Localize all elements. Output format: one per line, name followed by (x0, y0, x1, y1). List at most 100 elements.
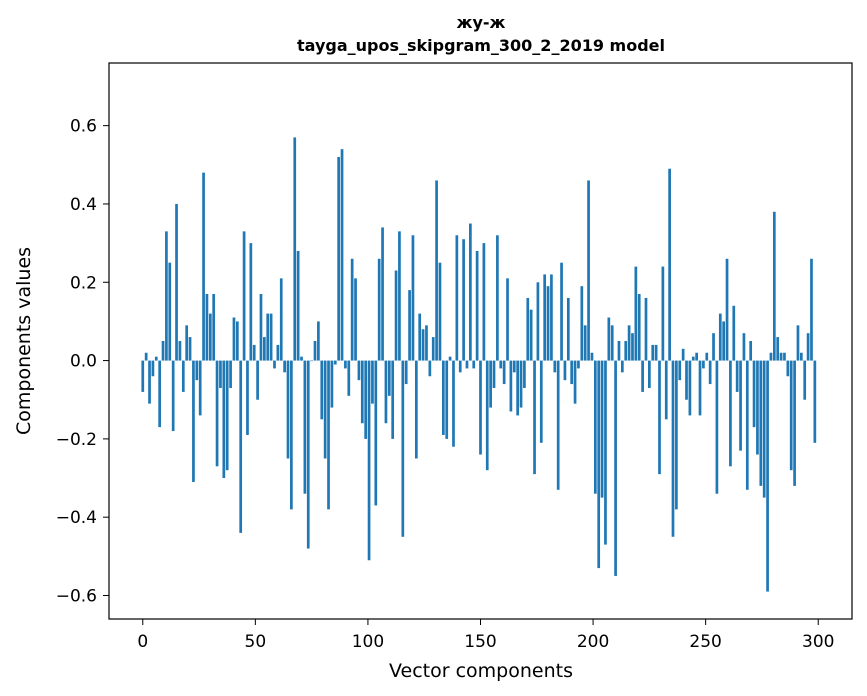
bar (448, 356, 452, 361)
bar (749, 341, 753, 361)
bar (793, 360, 796, 486)
y-tick-label: 0.2 (70, 273, 97, 293)
bar (263, 337, 266, 361)
bar (300, 356, 303, 361)
bar (810, 258, 813, 361)
bar (506, 278, 509, 361)
bar (783, 352, 786, 361)
bar (398, 231, 401, 361)
bar (377, 258, 381, 361)
bar (803, 360, 807, 400)
bar (428, 360, 432, 377)
bar (266, 313, 270, 361)
x-axis-ticks: 0 50 100 150 200 250 300 (137, 619, 834, 652)
bar (401, 360, 405, 537)
bar (695, 352, 698, 361)
bar (387, 360, 391, 396)
bar (604, 360, 607, 545)
x-tick-label: 250 (689, 632, 721, 652)
bar (394, 270, 398, 361)
bar (813, 360, 817, 443)
bar (421, 329, 425, 361)
y-tick-label: 0.0 (70, 352, 97, 372)
bar (354, 278, 357, 361)
bar (222, 360, 226, 479)
bar (661, 266, 665, 361)
bar (337, 156, 340, 361)
bar (148, 360, 151, 404)
bar (269, 313, 273, 361)
bar (462, 239, 465, 361)
bar (367, 360, 371, 561)
bar (425, 325, 428, 361)
bar (273, 360, 276, 369)
bar (303, 360, 307, 494)
bar (607, 317, 611, 361)
bar (374, 360, 378, 506)
bar (391, 360, 395, 439)
bar (185, 325, 189, 361)
bar (523, 360, 526, 388)
bar (489, 360, 492, 408)
bar (165, 231, 168, 361)
bar (563, 360, 567, 381)
x-tick-label: 50 (245, 632, 267, 652)
bar (593, 360, 597, 494)
bar (411, 235, 415, 361)
bar (357, 360, 361, 381)
bar (283, 360, 286, 373)
bar (587, 180, 590, 361)
bar (492, 360, 496, 388)
bar (762, 360, 766, 498)
bar (627, 325, 631, 361)
bar (475, 250, 479, 361)
y-axis-label: Components values (13, 247, 35, 435)
bar (553, 360, 557, 373)
bar (533, 360, 536, 475)
y-tick-label: 0.6 (70, 117, 97, 137)
bar (350, 258, 354, 361)
plot-frame (108, 62, 853, 620)
bar (198, 360, 202, 416)
bar (526, 297, 530, 361)
bar (560, 262, 563, 361)
bar (742, 333, 746, 361)
bar (246, 360, 249, 435)
bar (219, 360, 222, 388)
bar (580, 286, 584, 361)
bar (333, 360, 337, 365)
bar (512, 360, 516, 373)
bar (502, 360, 506, 385)
bar (691, 356, 695, 361)
bar (610, 325, 614, 361)
bar (600, 360, 604, 498)
y-tick-label: −0.4 (56, 508, 97, 528)
bar (590, 352, 594, 361)
bar (178, 341, 182, 361)
bar (631, 333, 634, 361)
bar (290, 360, 293, 510)
bar (705, 352, 709, 361)
bar (644, 297, 648, 361)
bar (310, 360, 313, 362)
bar (732, 305, 736, 361)
bar (634, 266, 638, 361)
bar (759, 360, 763, 486)
bar (452, 360, 455, 447)
y-axis-ticks: −0.6 −0.4 −0.2 0.0 0.2 0.4 0.6 (56, 117, 109, 607)
bar (708, 360, 712, 385)
bar (364, 360, 368, 439)
bar (577, 360, 580, 369)
bar (202, 172, 205, 361)
bar (756, 360, 759, 455)
x-tick-label: 150 (464, 632, 496, 652)
bar (675, 360, 678, 510)
bar (702, 360, 705, 369)
bar (776, 337, 780, 361)
bar (752, 360, 756, 428)
bar (637, 294, 641, 361)
bar (293, 137, 297, 361)
bar (344, 360, 347, 369)
bar (208, 313, 212, 361)
